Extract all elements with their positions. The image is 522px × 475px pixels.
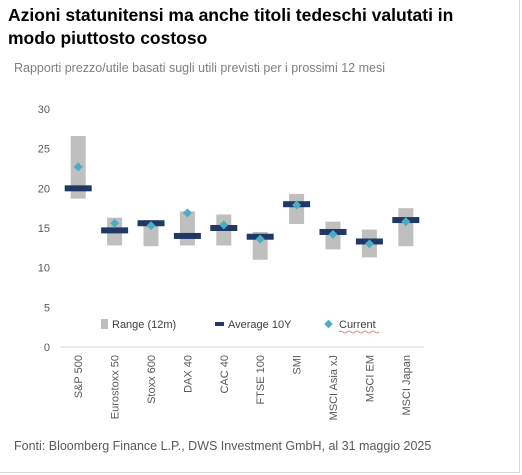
legend-average-swatch xyxy=(215,322,224,326)
range-bar xyxy=(143,220,159,247)
x-tick-label: MSCI EM xyxy=(364,355,376,402)
current-marker xyxy=(328,229,338,239)
average-10y-marker xyxy=(101,227,129,234)
current-marker xyxy=(401,217,411,227)
average-10y-marker xyxy=(173,232,201,239)
y-axis-tick-labels: 0 5 10 15 20 25 30 xyxy=(38,104,50,354)
y-tick-label: 30 xyxy=(38,104,50,116)
chart-subtitle: Rapporti prezzo/utile basati sugli utili… xyxy=(14,61,385,75)
legend-current-swatch xyxy=(324,319,333,329)
chart-source: Fonti: Bloomberg Finance L.P., DWS Inves… xyxy=(14,439,432,453)
y-tick-label: 20 xyxy=(38,183,50,195)
current-marker xyxy=(182,208,192,218)
current-marker xyxy=(255,234,265,244)
y-tick-label: 25 xyxy=(38,144,50,156)
current-markers xyxy=(73,162,411,249)
chart-title: Azioni statunitensi ma anche titoli tede… xyxy=(8,5,454,48)
legend-average-label: Average 10Y xyxy=(228,319,292,331)
y-tick-label: 5 xyxy=(44,302,50,314)
current-marker xyxy=(292,200,302,210)
legend-range-swatch xyxy=(101,319,108,329)
legend-range-label: Range (12m) xyxy=(112,319,176,331)
legend: Range (12m) Average 10Y Current xyxy=(101,319,380,334)
current-marker xyxy=(73,162,83,172)
legend-current-underline xyxy=(338,330,380,334)
x-tick-label: DAX 40 xyxy=(182,355,194,393)
y-tick-label: 10 xyxy=(38,263,50,275)
x-tick-label: SMI xyxy=(292,355,304,375)
average-10y-marker xyxy=(64,185,92,192)
x-tick-label: Stoxx 600 xyxy=(146,355,158,404)
x-tick-label: MSCI Asia xJ xyxy=(328,355,340,420)
x-tick-label: Eurostoxx 50 xyxy=(110,355,122,419)
x-tick-label: S&P 500 xyxy=(73,355,85,398)
current-marker xyxy=(364,239,374,249)
y-tick-label: 15 xyxy=(38,223,50,235)
x-tick-label: CAC 40 xyxy=(219,355,231,394)
current-marker xyxy=(219,220,229,230)
legend-current-label: Current xyxy=(339,319,376,331)
x-tick-label: MSCI Japan xyxy=(401,355,413,416)
range-bar xyxy=(398,208,414,247)
x-axis-tick-labels: S&P 500 Eurostoxx 50 Stoxx 600 DAX 40 CAC 40… xyxy=(73,355,413,420)
y-tick-label: 0 xyxy=(44,342,50,354)
current-marker xyxy=(146,221,156,231)
current-marker xyxy=(110,218,120,228)
x-tick-label: FTSE 100 xyxy=(255,355,267,405)
